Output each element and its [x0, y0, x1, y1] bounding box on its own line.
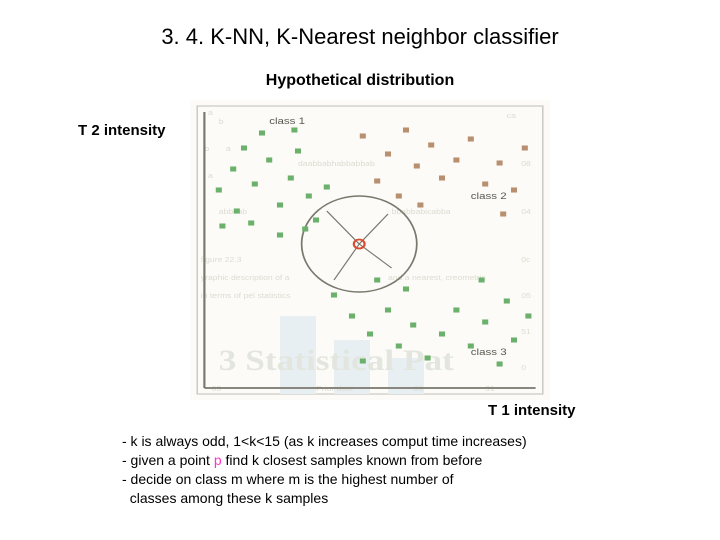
- slide-subtitle: Hypothetical distribution: [0, 72, 720, 90]
- svg-text:figure 22.3: figure 22.3: [201, 256, 242, 264]
- svg-text:08: 08: [521, 160, 531, 168]
- y-axis-label: T 2 intensity: [78, 122, 166, 139]
- bullet-2: - given a point p find k closest samples…: [122, 451, 527, 470]
- bullet-2-p: p: [214, 452, 222, 468]
- bullet-list: - k is always odd, 1<k<15 (as k increase…: [122, 432, 527, 508]
- svg-text:class 3: class 3: [471, 347, 507, 358]
- svg-text:abbcab: abbcab: [219, 208, 248, 216]
- svg-text:a: a: [208, 109, 213, 117]
- svg-text:bbabbabicabba: bbabbabicabba: [392, 208, 452, 216]
- svg-text:class 1: class 1: [269, 116, 305, 127]
- bullet-1: - k is always odd, 1<k<15 (as k increase…: [122, 432, 527, 451]
- svg-text:daabbabhabbabbab: daabbabhabbabbab: [298, 160, 375, 168]
- knn-scatter-chart: 3 Statistical Patabbaacadaabbabhabbabbab…: [190, 100, 550, 400]
- svg-text:3 Statistical Pat: 3 Statistical Pat: [219, 345, 454, 378]
- bullet-2b: find k closest samples known from before: [222, 452, 483, 468]
- chart-svg: 3 Statistical Patabbaacadaabbabhabbabbab…: [190, 100, 550, 400]
- svg-text:0c: 0c: [521, 256, 530, 264]
- svg-text:class 2: class 2: [471, 191, 507, 202]
- svg-text:05: 05: [521, 292, 531, 300]
- x-axis-label: T 1 intensity: [488, 402, 576, 419]
- slide: 3. 4. K-NN, K-Nearest neighbor classifie…: [0, 0, 720, 540]
- bullet-4: classes among these k samples: [122, 489, 527, 508]
- svg-text:04: 04: [521, 208, 531, 216]
- svg-text:0: 0: [521, 364, 526, 372]
- svg-text:a: a: [208, 172, 213, 180]
- svg-text:ca: ca: [507, 112, 517, 120]
- svg-text:b: b: [219, 118, 224, 126]
- slide-title: 3. 4. K-NN, K-Nearest neighbor classifie…: [0, 24, 720, 50]
- svg-text:a: a: [226, 145, 231, 153]
- svg-text:in terms of pel statistics: in terms of pel statistics: [201, 292, 291, 300]
- svg-text:51: 51: [521, 328, 531, 336]
- bullet-3: - decide on class m where m is the highe…: [122, 470, 527, 489]
- bullet-2a: - given a point: [122, 452, 214, 468]
- svg-text:yraphic description of a: yraphic description of a: [201, 274, 290, 282]
